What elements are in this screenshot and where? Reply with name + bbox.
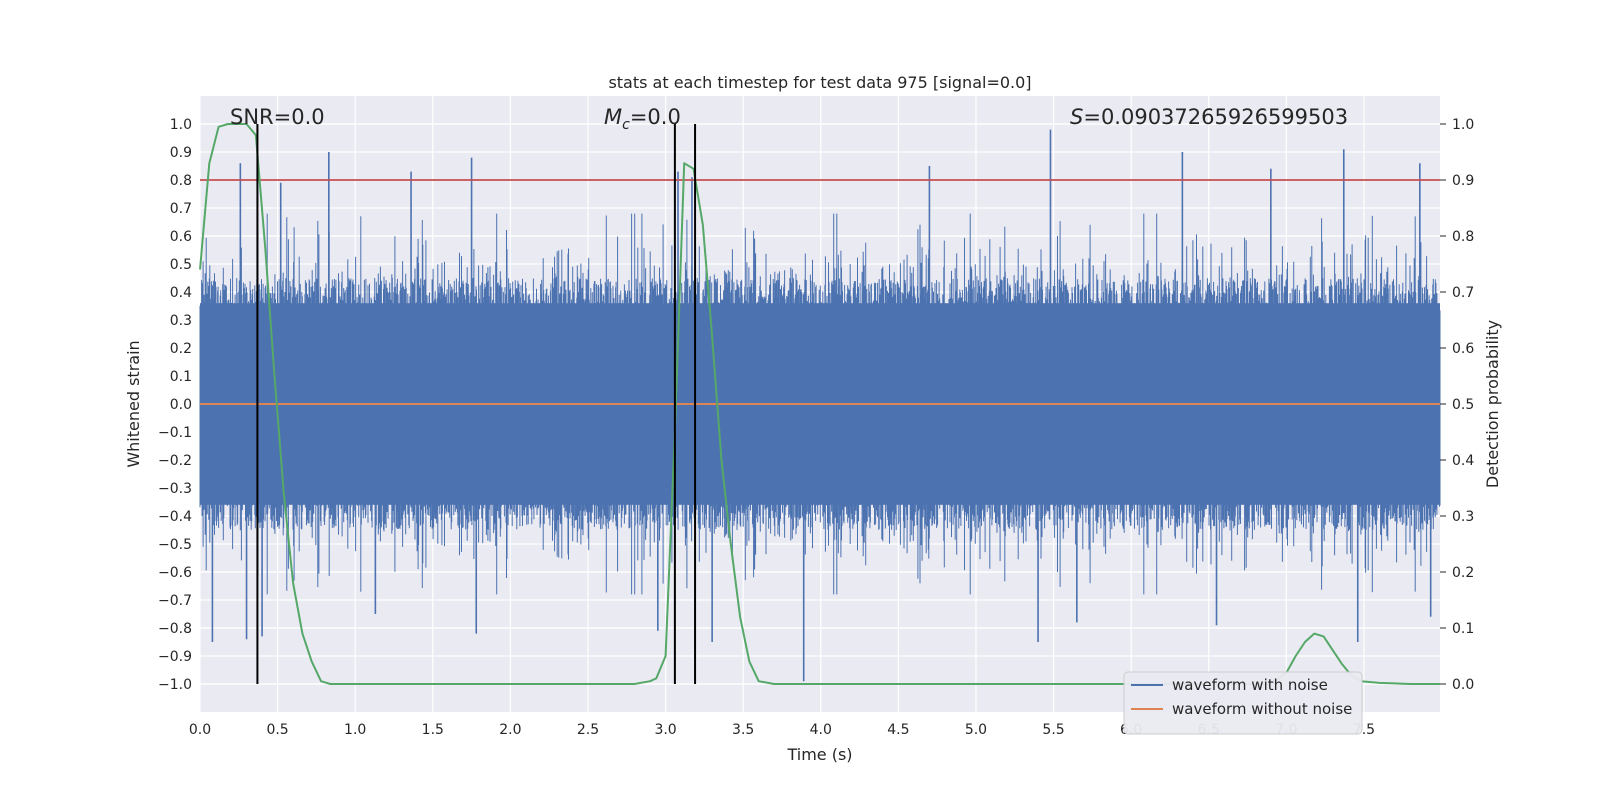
left-tick-label: −0.9 [158,649,192,665]
x-tick-label: 1.0 [344,722,366,738]
left-tick-label: 0.8 [170,173,192,189]
x-axis-label: Time (s) [786,745,852,764]
line-series [199,123,1440,685]
y-axis-label-left: Whitened strain [124,340,143,467]
left-tick-label: 0.3 [170,313,192,329]
legend-box [1123,671,1363,735]
x-tick-label: 5.0 [965,722,987,738]
left-tick-label: −0.7 [158,593,192,609]
score-annotation: S=0.09037265926599503 [1070,105,1348,129]
left-tick-label: −0.3 [158,481,192,497]
score-value: =0.09037265926599503 [1083,105,1348,129]
right-tick-label: 0.3 [1452,509,1474,525]
left-tick-label: −0.5 [158,537,192,553]
right-tick-label: 0.2 [1452,565,1474,581]
left-tick-label: 0.9 [170,145,192,161]
right-tick-label: 1.0 [1452,117,1474,133]
left-tick-label: −0.1 [158,425,192,441]
snr-annotation: SNR=0.0 [230,105,325,129]
y-axis-label-right: Detection probability [1483,320,1502,488]
legend: waveform with noise waveform without noi… [1123,671,1363,735]
right-tick-label: 0.7 [1452,285,1474,301]
x-tick-label: 0.0 [189,722,211,738]
legend-label-waveform-with-noise: waveform with noise [1172,676,1328,694]
chart-title: stats at each timestep for test data 975… [608,73,1031,92]
chirp-mass-value: =0.0 [630,105,681,129]
chirp-mass-symbol: M [604,105,622,129]
right-tick-label: 0.9 [1452,173,1474,189]
x-tick-label: 3.5 [732,722,754,738]
x-tick-label: 4.0 [810,722,832,738]
right-tick-label: 0.6 [1452,341,1474,357]
x-tick-label: 0.5 [266,722,288,738]
left-tick-label: −0.4 [158,509,192,525]
ticks: 0.00.51.01.52.02.53.03.54.04.55.05.56.06… [158,117,1474,738]
x-tick-label: 2.5 [577,722,599,738]
left-tick-label: −1.0 [158,677,192,693]
right-tick-label: 0.0 [1452,677,1474,693]
x-tick-label: 5.5 [1042,722,1064,738]
chirp-mass-annotation: Mc=0.0 [604,105,681,133]
x-tick-label: 3.0 [654,722,676,738]
legend-label-waveform-without-noise: waveform without noise [1172,700,1352,718]
left-tick-label: 0.0 [170,397,192,413]
left-tick-label: −0.2 [158,453,192,469]
x-tick-label: 2.0 [499,722,521,738]
x-tick-label: 1.5 [422,722,444,738]
left-tick-label: 0.2 [170,341,192,357]
detection-probability-line [199,123,1440,685]
left-tick-label: 1.0 [170,117,192,133]
right-tick-label: 0.4 [1452,453,1474,469]
left-tick-label: 0.5 [170,257,192,273]
chirp-mass-subscript: c [622,117,630,133]
left-tick-label: 0.7 [170,201,192,217]
right-tick-label: 0.5 [1452,397,1474,413]
left-tick-label: −0.6 [158,565,192,581]
left-tick-label: 0.6 [170,229,192,245]
right-tick-label: 0.8 [1452,229,1474,245]
left-tick-label: −0.8 [158,621,192,637]
left-tick-label: 0.1 [170,369,192,385]
left-tick-label: 0.4 [170,285,192,301]
score-symbol: S [1070,105,1083,129]
x-tick-label: 4.5 [887,722,909,738]
right-tick-label: 0.1 [1452,621,1474,637]
